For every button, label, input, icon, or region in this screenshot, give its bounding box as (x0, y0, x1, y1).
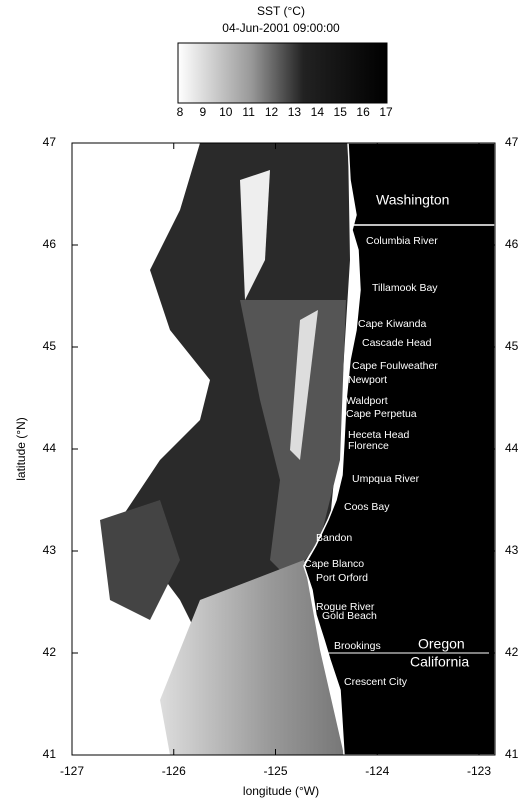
x-tick-label: -125 (263, 764, 287, 778)
place-label: Cape Kiwanda (358, 318, 426, 330)
place-label: Tillamook Bay (372, 282, 438, 294)
y-tick-label: 44 (43, 441, 57, 455)
colorbar (178, 43, 387, 103)
x-tick-label: -126 (162, 764, 186, 778)
colorbar-tick-label: 13 (288, 105, 302, 119)
y-tick-label: 47 (43, 135, 57, 149)
place-label: Gold Beach (322, 610, 377, 622)
place-label: Florence (348, 440, 389, 452)
y-tick-label-right: 42 (505, 645, 519, 659)
colorbar-tick-label: 10 (219, 105, 233, 119)
y-tick-label: 42 (43, 645, 57, 659)
place-label: Crescent City (344, 676, 408, 688)
colorbar-tick-label: 17 (379, 105, 393, 119)
y-tick-label-right: 47 (505, 135, 519, 149)
place-label: Cape Foulweather (352, 360, 438, 372)
place-label: Coos Bay (344, 501, 390, 513)
place-label: Newport (348, 374, 387, 386)
state-label: Washington (376, 192, 449, 208)
y-tick-label-right: 41 (505, 747, 519, 761)
colorbar-tick-label: 11 (242, 105, 255, 119)
place-label: Umpqua River (352, 473, 420, 485)
subtitle: 04-Jun-2001 09:00:00 (222, 21, 340, 35)
y-axis-label: latitude (°N) (14, 417, 28, 481)
place-label: Port Orford (316, 572, 368, 584)
title: SST (°C) (257, 4, 305, 18)
y-tick-label-right: 46 (505, 237, 519, 251)
y-tick-label-right: 45 (505, 339, 519, 353)
x-axis-label: longitude (°W) (243, 784, 319, 798)
colorbar-tick-label: 16 (356, 105, 370, 119)
place-label: Bandon (316, 532, 352, 544)
x-tick-label: -127 (60, 764, 84, 778)
colorbar-tick-label: 15 (334, 105, 348, 119)
x-tick-label: -124 (365, 764, 389, 778)
y-tick-label-right: 44 (505, 441, 519, 455)
y-tick-label: 45 (43, 339, 57, 353)
colorbar-tick-label: 8 (177, 105, 184, 119)
colorbar-tick-label: 9 (200, 105, 207, 119)
place-label: Cape Blanco (304, 558, 364, 570)
y-tick-label: 43 (43, 543, 57, 557)
y-tick-label: 46 (43, 237, 57, 251)
place-label: Cape Perpetua (346, 408, 417, 420)
state-label: Oregon (418, 636, 465, 652)
place-label: Columbia River (366, 235, 438, 247)
y-tick-label: 41 (43, 747, 57, 761)
place-label: Waldport (346, 395, 388, 407)
place-label: Cascade Head (362, 337, 432, 349)
y-tick-label-right: 43 (505, 543, 519, 557)
colorbar-tick-label: 12 (265, 105, 279, 119)
colorbar-tick-label: 14 (311, 105, 325, 119)
place-label: Brookings (334, 640, 381, 652)
state-label: California (410, 654, 469, 670)
x-tick-label: -123 (467, 764, 491, 778)
sst-map-page: SST (°C) 04-Jun-2001 09:00:00 longitude … (0, 0, 523, 802)
